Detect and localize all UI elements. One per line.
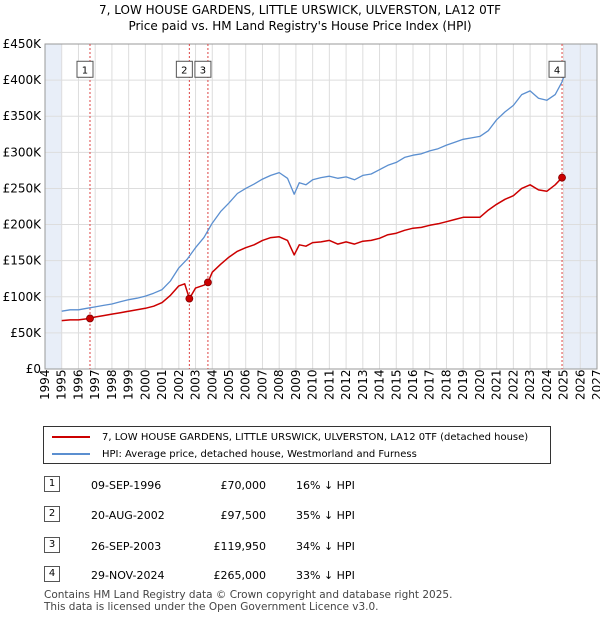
y-tick-label: £300K [3, 145, 43, 159]
transaction-price: £97,500 [220, 509, 267, 522]
x-tick-label: 2011 [322, 369, 336, 400]
chart-title: Price paid vs. HM Land Registry's House … [128, 19, 472, 33]
y-tick-label: £400K [3, 73, 43, 87]
x-tick-label: 1997 [88, 369, 102, 400]
x-tick-label: 2018 [439, 369, 453, 400]
x-tick-label: 1998 [105, 369, 119, 400]
legend-swatch-hpi [52, 453, 90, 455]
x-tick-label: 2007 [255, 369, 269, 400]
sale-point [86, 314, 94, 323]
plot-area-border [44, 43, 598, 370]
x-tick-label: 2027 [590, 369, 600, 400]
x-tick-label: 2017 [423, 369, 437, 400]
x-tick-label: 2024 [540, 369, 554, 400]
sale-point [185, 294, 194, 303]
sale-marker-number: 4 [554, 65, 560, 76]
legend-label-hpi: HPI: Average price, detached house, West… [102, 448, 417, 460]
sale-marker-number: 1 [82, 65, 88, 76]
x-tick-label: 2002 [172, 369, 186, 400]
x-tick-label: 2022 [506, 369, 520, 400]
transaction-hpi: 35% ↓ HPI [296, 509, 355, 522]
transaction-date: 26-SEP-2003 [91, 540, 162, 553]
transaction-price: £119,950 [213, 540, 267, 553]
y-tick-label: £50K [10, 326, 42, 340]
chart-title-address: 7, LOW HOUSE GARDENS, LITTLE URSWICK, UL… [99, 3, 501, 17]
x-tick-label: 2025 [557, 369, 571, 400]
x-tick-label: 1999 [122, 369, 136, 400]
table-row: 2 20-AUG-2002 £97,500 35% ↓ HPI [43, 506, 463, 526]
legend-item-property: 7, LOW HOUSE GARDENS, LITTLE URSWICK, UL… [52, 429, 528, 445]
transaction-number: 1 [44, 476, 60, 492]
x-tick-label: 2012 [339, 369, 353, 400]
x-tick-label: 2023 [523, 369, 537, 400]
x-tick-label: 2020 [473, 369, 487, 400]
x-tick-label: 1995 [55, 369, 69, 400]
x-tick-label: 1996 [71, 369, 85, 400]
legend-label-property: 7, LOW HOUSE GARDENS, LITTLE URSWICK, UL… [102, 431, 529, 443]
transaction-date: 29-NOV-2024 [91, 569, 165, 582]
y-tick-label: £350K [3, 109, 43, 123]
sale-marker-box [175, 60, 193, 78]
sale-marker-box [194, 60, 212, 78]
transaction-number: 3 [44, 537, 60, 553]
sale-marker-number: 3 [200, 65, 206, 76]
transaction-price: £265,000 [213, 569, 267, 582]
y-tick-label: £0 [26, 362, 41, 376]
table-row: 4 29-NOV-2024 £265,000 33% ↓ HPI [43, 566, 463, 586]
sale-marker-label: 3 [194, 60, 212, 78]
x-tick-label: 2006 [239, 369, 253, 400]
transaction-price: £70,000 [220, 479, 267, 492]
transaction-hpi: 33% ↓ HPI [296, 569, 355, 582]
price-chart: £0 £50K £100K £150K £200K £250K £300K £350K £400… [3, 37, 600, 400]
x-tick-label: 1994 [38, 369, 52, 400]
x-tick-label: 2019 [456, 369, 470, 400]
transaction-hpi: 34% ↓ HPI [296, 540, 355, 553]
x-tick-label: 2005 [222, 369, 236, 400]
shaded-region [45, 44, 62, 369]
x-tick-label: 2010 [306, 369, 320, 400]
sale-marker-box [76, 60, 94, 78]
sale-marker-box [548, 60, 566, 78]
sale-point [558, 173, 566, 182]
legend-item-hpi: HPI: Average price, detached house, West… [52, 446, 417, 462]
x-tick-label: 2015 [389, 369, 403, 400]
sale-point [204, 278, 212, 287]
x-tick-label: 2026 [573, 369, 587, 400]
transaction-number: 4 [44, 566, 60, 582]
x-tick-label: 2001 [155, 369, 169, 400]
table-row: 1 09-SEP-1996 £70,000 16% ↓ HPI [43, 476, 463, 496]
y-tick-label: £100K [3, 290, 43, 304]
legend-swatch-property [52, 436, 90, 438]
transaction-date: 09-SEP-1996 [91, 479, 162, 492]
y-tick-label: £250K [3, 181, 43, 195]
footer-copyright: Contains HM Land Registry data © Crown c… [44, 589, 453, 601]
x-tick-label: 2014 [373, 369, 387, 400]
property-series-line [61, 174, 565, 322]
hpi-series-line [61, 77, 565, 312]
sale-marker-number: 2 [181, 65, 187, 76]
x-tick-label: 2004 [205, 369, 219, 400]
transaction-hpi: 16% ↓ HPI [296, 479, 355, 492]
x-tick-label: 2003 [189, 369, 203, 400]
y-tick-label: £150K [3, 254, 43, 268]
y-tick-label: £450K [3, 37, 43, 51]
transaction-number: 2 [44, 506, 60, 522]
chart-legend: 7, LOW HOUSE GARDENS, LITTLE URSWICK, UL… [43, 426, 551, 464]
sale-marker-label: 2 [175, 60, 193, 78]
x-tick-label: 2021 [490, 369, 504, 400]
x-tick-label: 2009 [289, 369, 303, 400]
sale-marker-label: 1 [76, 60, 94, 78]
x-tick-label: 2000 [138, 369, 152, 400]
transaction-date: 20-AUG-2002 [91, 509, 165, 522]
footer-licence: This data is licensed under the Open Gov… [44, 601, 379, 613]
y-tick-label: £200K [3, 218, 43, 232]
sale-marker-label: 4 [548, 60, 566, 78]
x-tick-label: 2016 [406, 369, 420, 400]
x-tick-label: 2013 [356, 369, 370, 400]
table-row: 3 26-SEP-2003 £119,950 34% ↓ HPI [43, 537, 463, 557]
x-tick-label: 2008 [272, 369, 286, 400]
